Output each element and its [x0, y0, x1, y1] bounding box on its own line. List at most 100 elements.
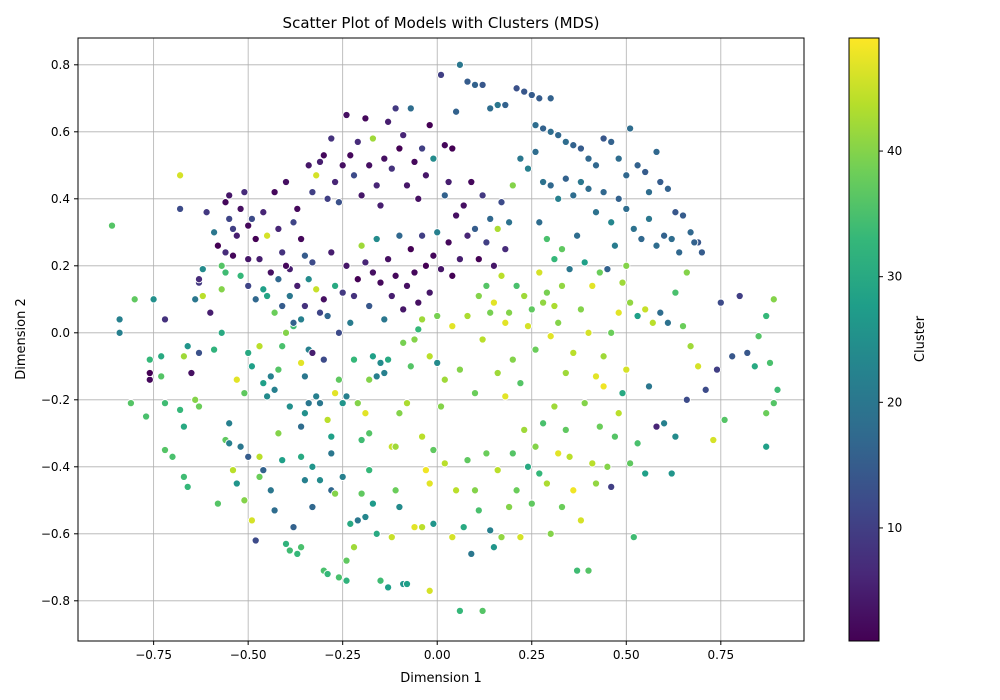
data-point [338, 399, 347, 408]
data-point [342, 261, 351, 270]
data-point [599, 382, 608, 391]
data-point [228, 224, 238, 233]
data-point [626, 124, 635, 133]
data-point [720, 415, 729, 424]
data-point [667, 469, 676, 478]
data-point [663, 318, 672, 327]
data-point [319, 151, 328, 160]
data-point [357, 191, 366, 200]
y-axis-label: Dimension 2 [14, 298, 29, 380]
colorbar-tick-label: 10 [887, 521, 902, 535]
data-point [508, 449, 517, 458]
data-point [591, 161, 601, 170]
data-point [546, 127, 555, 136]
data-point [569, 191, 578, 200]
data-point [293, 549, 302, 558]
data-point [270, 506, 279, 515]
data-point [561, 425, 570, 434]
data-point [297, 543, 306, 552]
data-point [406, 245, 415, 254]
data-point [463, 311, 472, 321]
data-point [622, 171, 631, 180]
data-point [179, 352, 188, 361]
data-point [584, 328, 593, 337]
data-point [569, 348, 578, 357]
y-axis-ticks: −0.8 −0.6 −0.4 −0.2 0.0 0.2 0.4 0.6 0.8 [41, 58, 78, 608]
data-point [410, 157, 419, 166]
data-point [384, 583, 393, 592]
data-point [225, 191, 234, 200]
data-point [263, 392, 272, 401]
data-point [384, 355, 393, 364]
y-tick-label: −0.8 [41, 594, 70, 608]
data-point [247, 214, 256, 223]
data-point [474, 506, 483, 515]
data-point [497, 198, 506, 207]
data-point [130, 295, 139, 304]
data-point [266, 486, 275, 495]
data-point [372, 372, 381, 381]
data-point [399, 131, 408, 140]
data-point [660, 231, 669, 240]
data-point [425, 288, 434, 297]
data-point [455, 255, 464, 264]
data-point [334, 573, 343, 582]
y-tick-label: −0.6 [41, 527, 70, 541]
scatter-points [107, 60, 782, 615]
data-point [323, 311, 332, 321]
data-point [391, 104, 400, 113]
data-point [531, 345, 540, 354]
data-point [346, 151, 355, 160]
data-point [236, 271, 245, 280]
data-point [244, 452, 253, 461]
data-point [531, 121, 540, 130]
data-point [550, 402, 559, 411]
data-point [418, 231, 427, 240]
x-tick-label: −0.50 [230, 648, 267, 662]
data-point [244, 281, 253, 290]
data-point [539, 419, 548, 428]
data-point [614, 409, 623, 418]
data-point [365, 301, 374, 311]
data-point [194, 275, 204, 284]
data-point [641, 305, 650, 314]
data-point [580, 399, 589, 408]
data-point [372, 529, 381, 538]
data-point [591, 208, 601, 217]
data-point [387, 291, 396, 301]
data-point [176, 204, 185, 213]
data-point [251, 295, 260, 304]
data-point [323, 194, 332, 203]
data-point [410, 335, 419, 344]
data-point [255, 255, 264, 264]
data-point [542, 479, 551, 488]
data-point [384, 255, 393, 264]
data-point [410, 523, 419, 532]
data-point [312, 392, 321, 401]
data-point [671, 432, 680, 441]
chart-title: Scatter Plot of Models with Clusters (MD… [283, 14, 600, 32]
data-point [440, 459, 449, 468]
data-point [395, 409, 404, 418]
data-point [331, 281, 340, 290]
data-point [765, 358, 775, 367]
data-point [368, 499, 377, 508]
data-point [614, 154, 623, 163]
data-point [470, 486, 480, 495]
data-point [300, 476, 309, 485]
data-point [429, 154, 438, 163]
data-point [247, 516, 256, 525]
data-point [493, 100, 502, 110]
data-point [607, 218, 616, 227]
data-point [482, 238, 491, 247]
y-tick-label: 0.6 [51, 125, 70, 139]
data-point [474, 291, 483, 301]
data-point [289, 523, 298, 532]
data-point [387, 533, 396, 542]
data-point [315, 308, 325, 317]
data-point [429, 445, 438, 455]
data-point [448, 144, 457, 153]
data-point [573, 231, 582, 240]
data-point [361, 258, 370, 267]
data-point [281, 328, 291, 337]
